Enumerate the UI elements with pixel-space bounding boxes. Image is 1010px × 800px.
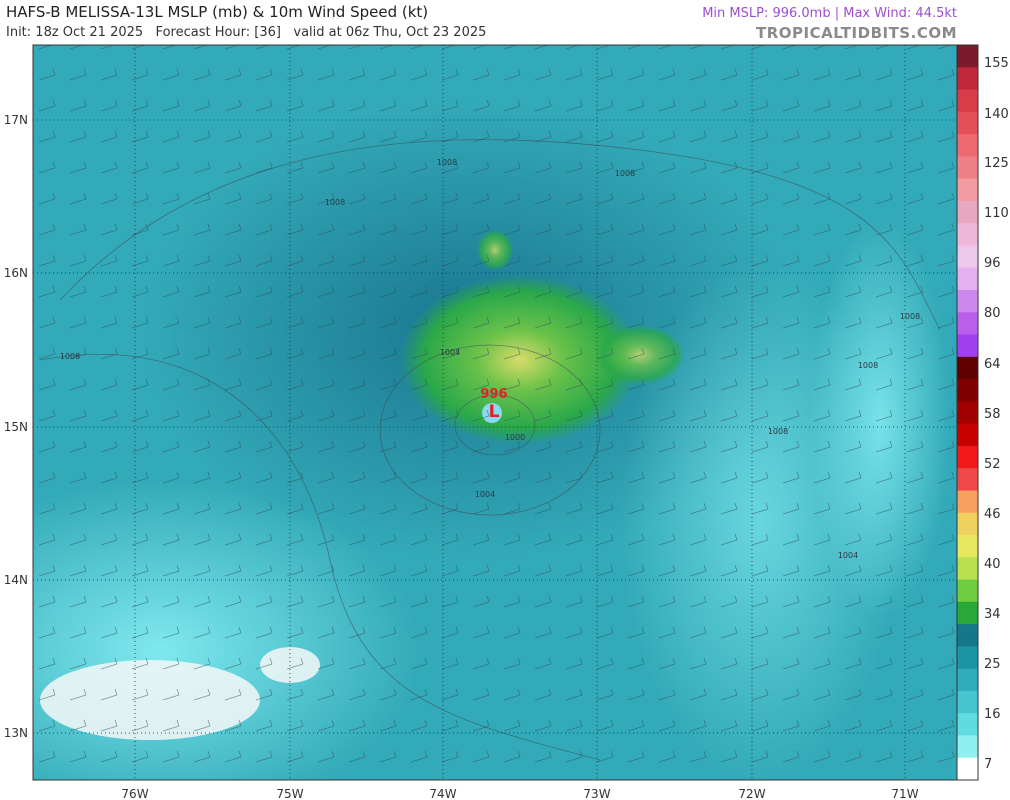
colorbar-swatch	[957, 200, 978, 224]
colorbar-swatch	[957, 290, 978, 313]
lon-label: 74W	[429, 787, 456, 800]
contour-label: 1008	[325, 198, 345, 207]
colorbar-swatch	[957, 557, 978, 581]
credit: TROPICALTIDBITS.COM	[756, 24, 957, 42]
colorbar-swatch	[957, 490, 978, 514]
colorbar-swatch	[957, 445, 978, 469]
colorbar-swatch	[957, 668, 978, 692]
colorbar-swatch	[957, 245, 978, 269]
lon-label: 71W	[891, 787, 918, 800]
lat-label: 17N	[4, 113, 28, 127]
colorbar-label: 16	[984, 707, 1001, 722]
lat-label: 15N	[4, 420, 28, 434]
colorbar-label: 80	[984, 306, 1001, 321]
colorbar-swatch	[957, 690, 978, 714]
colorbar-label: 40	[984, 557, 1001, 572]
colorbar-label: 110	[984, 206, 1009, 221]
colorbar-swatch	[957, 334, 978, 358]
init-info: Init: 18z Oct 21 2025 Forecast Hour: [36…	[6, 25, 487, 40]
stats: Min MSLP: 996.0mb | Max Wind: 44.5kt	[702, 6, 957, 21]
colorbar-label: 155	[984, 56, 1009, 71]
contour-label: 1008	[768, 427, 788, 436]
lon-label: 72W	[738, 787, 765, 800]
colorbar-swatch	[957, 356, 978, 380]
low-symbol: L	[489, 402, 500, 422]
colorbar-swatch	[957, 624, 978, 647]
colorbar-swatch	[957, 178, 978, 202]
colorbar-label: 96	[984, 256, 1001, 271]
colorbar-label: 46	[984, 507, 1001, 522]
colorbar-label: 52	[984, 457, 1001, 472]
colorbar-label: 25	[984, 657, 1001, 672]
colorbar-swatch	[957, 646, 978, 670]
colorbar-swatch	[957, 89, 978, 113]
colorbar-swatch	[957, 735, 978, 759]
title: HAFS-B MELISSA-13L MSLP (mb) & 10m Wind …	[6, 3, 429, 21]
colorbar-frame	[956, 44, 979, 781]
colorbar-swatch	[957, 713, 978, 736]
low-pressure: 996	[480, 387, 507, 402]
lon-label: 73W	[583, 787, 610, 800]
colorbar-label: 7	[984, 757, 992, 772]
colorbar-swatch	[957, 535, 978, 558]
contour-label: 1008	[437, 158, 457, 167]
colorbar-swatch	[957, 757, 978, 781]
colorbar-swatch	[957, 111, 978, 135]
lat-label: 14N	[4, 573, 28, 587]
colorbar-swatch	[957, 156, 978, 180]
lon-label: 76W	[121, 787, 148, 800]
colorbar-label: 125	[984, 156, 1009, 171]
colorbar-swatch	[957, 67, 978, 91]
colorbar-swatch	[957, 423, 978, 447]
colorbar-swatch	[957, 379, 978, 402]
contour-label: 1004	[838, 551, 858, 560]
contour-label: 1008	[615, 169, 635, 178]
map-field	[33, 45, 957, 780]
colorbar-label: 58	[984, 407, 1001, 422]
colorbar-swatch	[957, 579, 978, 603]
contour-label: 1000	[505, 433, 525, 442]
colorbar-swatch	[957, 267, 978, 291]
contour-label: 1008	[60, 352, 80, 361]
contour-label: 1008	[858, 361, 878, 370]
colorbar-label: 64	[984, 357, 1001, 372]
colorbar-swatch	[957, 468, 978, 491]
contour-label: 1004	[475, 490, 495, 499]
colorbar-swatch	[957, 601, 978, 625]
contour-label: 1008	[900, 312, 920, 321]
lat-label: 16N	[4, 266, 28, 280]
colorbar-swatch	[957, 45, 978, 68]
contour-label: 1004	[440, 348, 460, 357]
colorbar-swatch	[957, 312, 978, 336]
colorbar-label: 34	[984, 607, 1001, 622]
lon-label: 75W	[276, 787, 303, 800]
colorbar-swatch	[957, 134, 978, 157]
colorbar-swatch	[957, 512, 978, 536]
lat-label: 13N	[4, 726, 28, 740]
colorbar-label: 140	[984, 107, 1009, 122]
colorbar-swatch	[957, 223, 978, 246]
colorbar-swatch	[957, 401, 978, 425]
